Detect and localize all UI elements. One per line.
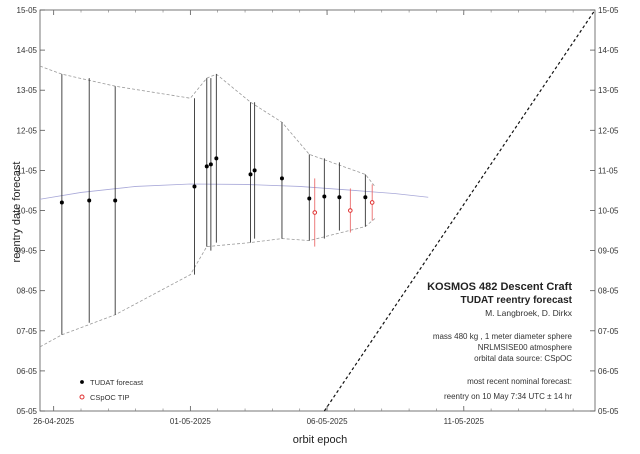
y-tick-label: 09-05	[17, 247, 38, 256]
y-tick-label: 07-05	[17, 327, 38, 336]
chart-authors: M. Langbroek, D. Dirkx	[485, 308, 573, 318]
note-mass: mass 480 kg , 1 meter diameter sphere	[433, 332, 573, 341]
forecast-point	[252, 168, 257, 173]
forecast-point	[363, 195, 368, 200]
data-points	[59, 156, 375, 215]
diagonal-dashed-line	[323, 9, 596, 412]
forecast-point	[113, 198, 118, 203]
y-tick-label: 13-05	[17, 86, 38, 95]
forecast-point	[337, 195, 342, 200]
tip-point	[369, 200, 375, 205]
chart-subtitle: TUDAT reentry forecast	[460, 295, 572, 306]
tip-point	[312, 210, 318, 215]
y-tick-label-right: 05-05	[598, 407, 619, 416]
trend-curve	[39, 183, 429, 200]
forecast-point	[192, 184, 197, 189]
y-tick-label-right: 08-05	[598, 287, 619, 296]
forecast-point	[87, 198, 92, 203]
y-tick-label: 11-05	[17, 166, 37, 175]
y-axis-label: reentry date forecast	[11, 162, 23, 263]
epoch-equals-reentry-line	[323, 9, 596, 412]
tip-point	[348, 208, 353, 213]
error-bars	[61, 74, 373, 335]
legend-marker-cspoc	[79, 394, 85, 400]
annotation-block: KOSMOS 482 Descent Craft TUDAT reentry f…	[427, 281, 573, 401]
y-tick-label: 12-05	[17, 126, 38, 135]
note-reentry-time: reentry on 10 May 7:34 UTC ± 14 hr	[444, 392, 572, 401]
y-tick-label-right: 10-05	[598, 207, 619, 216]
forecast-point	[248, 172, 253, 177]
forecast-point	[279, 176, 284, 181]
legend-marker-tudat	[80, 380, 84, 384]
y-tick-label-right: 14-05	[598, 46, 619, 55]
forecast-point	[204, 164, 209, 169]
forecast-point	[322, 194, 327, 199]
x-tick-label: 01-05-2025	[170, 417, 211, 426]
y-tick-label-right: 09-05	[598, 247, 619, 256]
y-tick-label: 05-05	[17, 407, 38, 416]
forecast-point	[208, 162, 213, 167]
x-tick-label: 26-04-2025	[33, 417, 74, 426]
x-axis-label: orbit epoch	[293, 434, 347, 446]
note-data-source: orbital data source: CSpOC	[474, 354, 572, 363]
y-tick-label-right: 12-05	[598, 126, 619, 135]
note-recent-forecast: most recent nominal forecast:	[467, 377, 572, 386]
y-tick-label: 15-05	[17, 6, 38, 15]
legend-label-tudat: TUDAT forecast	[90, 378, 144, 387]
legend-label-cspoc: CSpOC TIP	[90, 393, 129, 402]
legend: TUDAT forecast CSpOC TIP	[79, 378, 144, 402]
forecast-point	[214, 156, 219, 161]
y-tick-label-right: 15-05	[598, 6, 619, 15]
chart-title: KOSMOS 482 Descent Craft	[427, 281, 572, 293]
envelope-lower	[39, 218, 376, 348]
note-atmosphere: NRLMSISE00 atmosphere	[478, 343, 573, 352]
y-tick-label-right: 13-05	[598, 86, 619, 95]
y-tick-label-right: 06-05	[598, 367, 619, 376]
y-tick-label-right: 07-05	[598, 327, 619, 336]
y-tick-label: 14-05	[17, 46, 38, 55]
forecast-point	[307, 196, 312, 201]
forecast-point	[59, 200, 64, 205]
x-tick-label: 06-05-2025	[307, 417, 348, 426]
y-tick-label: 10-05	[17, 207, 38, 216]
y-tick-label: 08-05	[17, 287, 38, 296]
y-tick-label: 06-05	[17, 367, 38, 376]
axis-ticks: 26-04-2025 01-05-2025 06-05-2025 11-05-2025…	[17, 6, 619, 426]
x-tick-label: 11-05-2025	[444, 417, 485, 426]
trend-curve-line	[39, 183, 429, 200]
y-tick-label-right: 11-05	[598, 166, 618, 175]
